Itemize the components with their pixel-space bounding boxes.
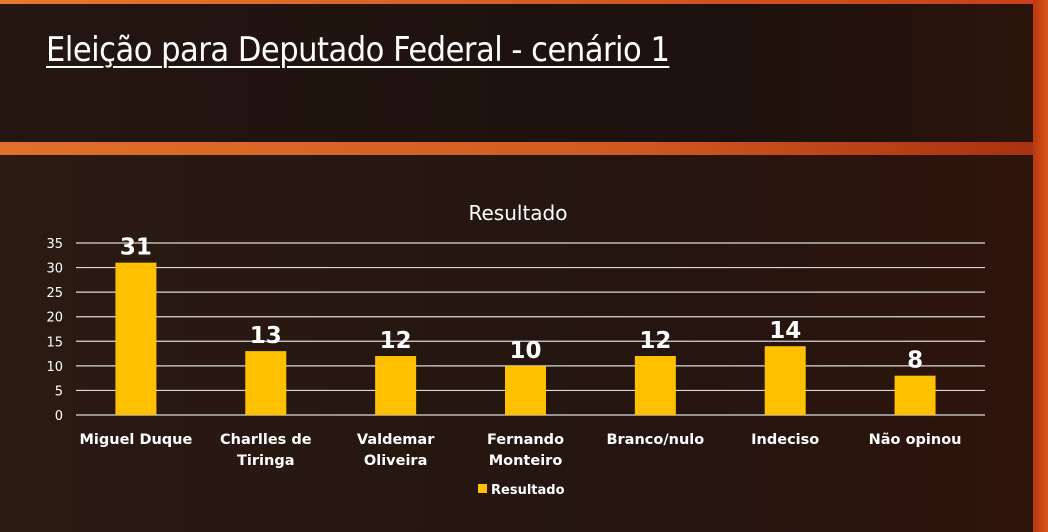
legend-swatch	[478, 484, 487, 493]
divider-accent-strip	[0, 142, 1048, 155]
y-tick-label: 15	[46, 335, 63, 350]
bar	[764, 346, 806, 415]
data-label: 10	[509, 338, 541, 364]
bar	[375, 356, 417, 415]
y-tick-label: 0	[55, 409, 63, 424]
bar	[115, 262, 157, 415]
x-category-label: Branco/nulo	[606, 432, 704, 448]
y-tick-label: 35	[46, 237, 63, 252]
y-tick-label: 5	[55, 384, 63, 399]
data-label: 31	[120, 235, 152, 261]
y-tick-label: 30	[46, 262, 63, 277]
chart-title: Resultado	[469, 201, 568, 225]
data-label: 13	[250, 323, 282, 349]
chart-panel	[0, 155, 1033, 532]
bar	[894, 375, 936, 415]
data-label: 14	[769, 318, 801, 344]
title-panel	[0, 4, 1033, 142]
data-label: 12	[380, 328, 412, 354]
bar	[505, 365, 546, 415]
x-category-label: Não opinou	[869, 432, 962, 448]
top-accent-strip	[0, 0, 1048, 4]
data-label: 8	[907, 348, 923, 374]
x-category-label: Oliveira	[364, 453, 427, 469]
x-category-label: Valdemar	[357, 432, 435, 448]
y-tick-label: 25	[46, 286, 63, 301]
bar	[634, 356, 676, 415]
y-tick-label: 20	[46, 311, 63, 326]
x-category-label: Tiringa	[237, 453, 294, 469]
right-accent-edge	[1033, 0, 1048, 532]
x-category-label: Charlles de	[220, 432, 312, 448]
x-category-label: Fernando	[487, 432, 564, 448]
slide-title: Eleição para Deputado Federal - cenário …	[46, 30, 670, 70]
x-category-label: Indeciso	[751, 432, 819, 448]
bar	[245, 351, 287, 415]
legend-label: Resultado	[491, 483, 565, 498]
x-category-label: Miguel Duque	[79, 432, 192, 448]
data-label: 12	[639, 328, 671, 354]
x-category-label: Monteiro	[489, 453, 563, 469]
y-tick-label: 10	[46, 360, 63, 375]
